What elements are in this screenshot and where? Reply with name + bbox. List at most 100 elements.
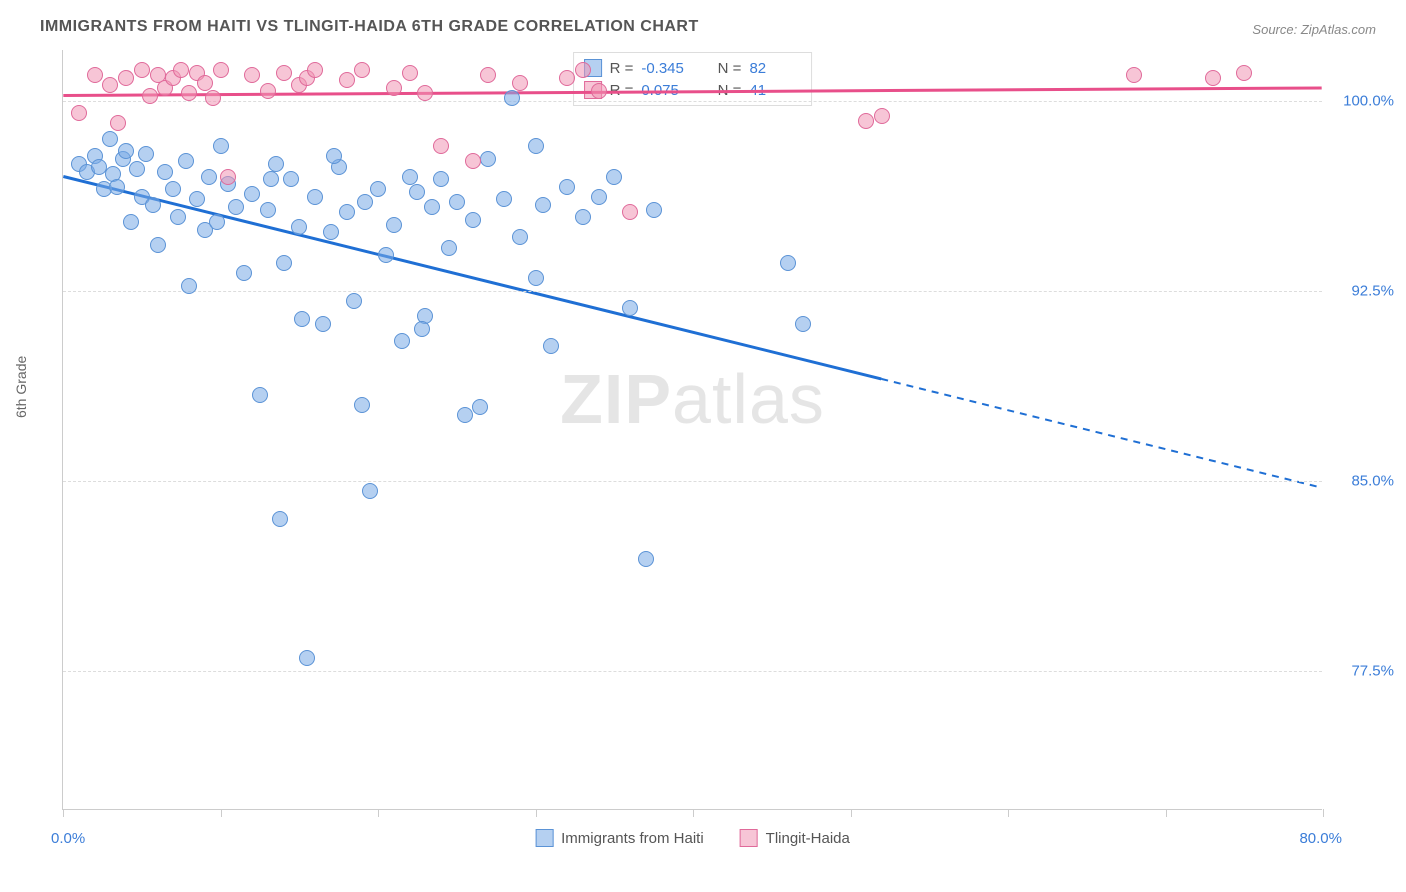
data-point xyxy=(326,148,342,164)
data-point xyxy=(512,75,528,91)
y-tick-label: 77.5% xyxy=(1334,662,1394,679)
data-point xyxy=(307,189,323,205)
data-point xyxy=(449,194,465,210)
data-point xyxy=(606,169,622,185)
data-point xyxy=(512,229,528,245)
stat-n-label: N = xyxy=(718,82,742,99)
data-point xyxy=(535,197,551,213)
x-tick xyxy=(378,809,379,817)
stat-r-value: 0.075 xyxy=(641,82,693,99)
data-point xyxy=(496,191,512,207)
correlation-stats-box: R =-0.345 N =82R =0.075 N =41 xyxy=(573,52,813,106)
x-tick xyxy=(536,809,537,817)
data-point xyxy=(252,387,268,403)
data-point xyxy=(323,224,339,240)
data-point xyxy=(409,184,425,200)
grid-line xyxy=(63,671,1322,672)
data-point xyxy=(283,171,299,187)
x-tick xyxy=(1166,809,1167,817)
data-point xyxy=(294,311,310,327)
data-point xyxy=(433,138,449,154)
data-point xyxy=(1126,67,1142,83)
data-point xyxy=(109,179,125,195)
data-point xyxy=(465,212,481,228)
data-point xyxy=(142,88,158,104)
data-point xyxy=(71,105,87,121)
data-point xyxy=(417,85,433,101)
data-point xyxy=(874,108,890,124)
data-point xyxy=(1205,70,1221,86)
data-point xyxy=(145,197,161,213)
source-label: Source: xyxy=(1252,22,1297,37)
data-point xyxy=(622,300,638,316)
data-point xyxy=(362,483,378,499)
data-point xyxy=(780,255,796,271)
data-point xyxy=(307,62,323,78)
data-point xyxy=(575,209,591,225)
y-axis-label: 6th Grade xyxy=(13,355,29,417)
data-point xyxy=(157,164,173,180)
watermark-zip: ZIP xyxy=(560,360,672,438)
data-point xyxy=(315,316,331,332)
trend-line-dashed xyxy=(881,379,1321,488)
data-point xyxy=(87,67,103,83)
data-point xyxy=(205,90,221,106)
chart-title: IMMIGRANTS FROM HAITI VS TLINGIT-HAIDA 6… xyxy=(40,18,699,36)
data-point xyxy=(424,199,440,215)
data-point xyxy=(220,169,236,185)
data-point xyxy=(339,204,355,220)
bottom-legend: Immigrants from HaitiTlingit-Haida xyxy=(535,829,850,847)
source-name: ZipAtlas.com xyxy=(1301,22,1376,37)
data-point xyxy=(138,146,154,162)
data-point xyxy=(102,77,118,93)
y-tick-label: 100.0% xyxy=(1334,92,1394,109)
data-point xyxy=(260,202,276,218)
data-point xyxy=(244,67,260,83)
x-tick xyxy=(1008,809,1009,817)
y-tick-label: 85.0% xyxy=(1334,472,1394,489)
data-point xyxy=(178,153,194,169)
data-point xyxy=(189,191,205,207)
x-tick xyxy=(693,809,694,817)
data-point xyxy=(465,153,481,169)
data-point xyxy=(260,83,276,99)
data-point xyxy=(480,67,496,83)
data-point xyxy=(543,338,559,354)
data-point xyxy=(201,169,217,185)
data-point xyxy=(213,62,229,78)
legend-item: Tlingit-Haida xyxy=(740,829,850,847)
data-point xyxy=(181,278,197,294)
data-point xyxy=(276,255,292,271)
data-point xyxy=(299,650,315,666)
x-axis-max-label: 80.0% xyxy=(1299,830,1342,847)
grid-line xyxy=(63,481,1322,482)
data-point xyxy=(118,143,134,159)
data-point xyxy=(559,70,575,86)
stat-r-label: R = xyxy=(610,82,634,99)
data-point xyxy=(433,171,449,187)
data-point xyxy=(123,214,139,230)
data-point xyxy=(268,156,284,172)
data-point xyxy=(480,151,496,167)
grid-line xyxy=(63,101,1322,102)
stat-n-label: N = xyxy=(718,60,742,77)
data-point xyxy=(402,65,418,81)
data-point xyxy=(228,199,244,215)
data-point xyxy=(209,214,225,230)
data-point xyxy=(795,316,811,332)
x-tick xyxy=(851,809,852,817)
watermark-atlas: atlas xyxy=(672,360,825,438)
data-point xyxy=(386,217,402,233)
data-point xyxy=(528,270,544,286)
data-point xyxy=(339,72,355,88)
stats-row: R =0.075 N =41 xyxy=(584,79,802,101)
stats-row: R =-0.345 N =82 xyxy=(584,57,802,79)
data-point xyxy=(441,240,457,256)
data-point xyxy=(394,333,410,349)
data-point xyxy=(118,70,134,86)
data-point xyxy=(263,171,279,187)
data-point xyxy=(622,204,638,220)
data-point xyxy=(110,115,126,131)
data-point xyxy=(134,62,150,78)
data-point xyxy=(291,219,307,235)
